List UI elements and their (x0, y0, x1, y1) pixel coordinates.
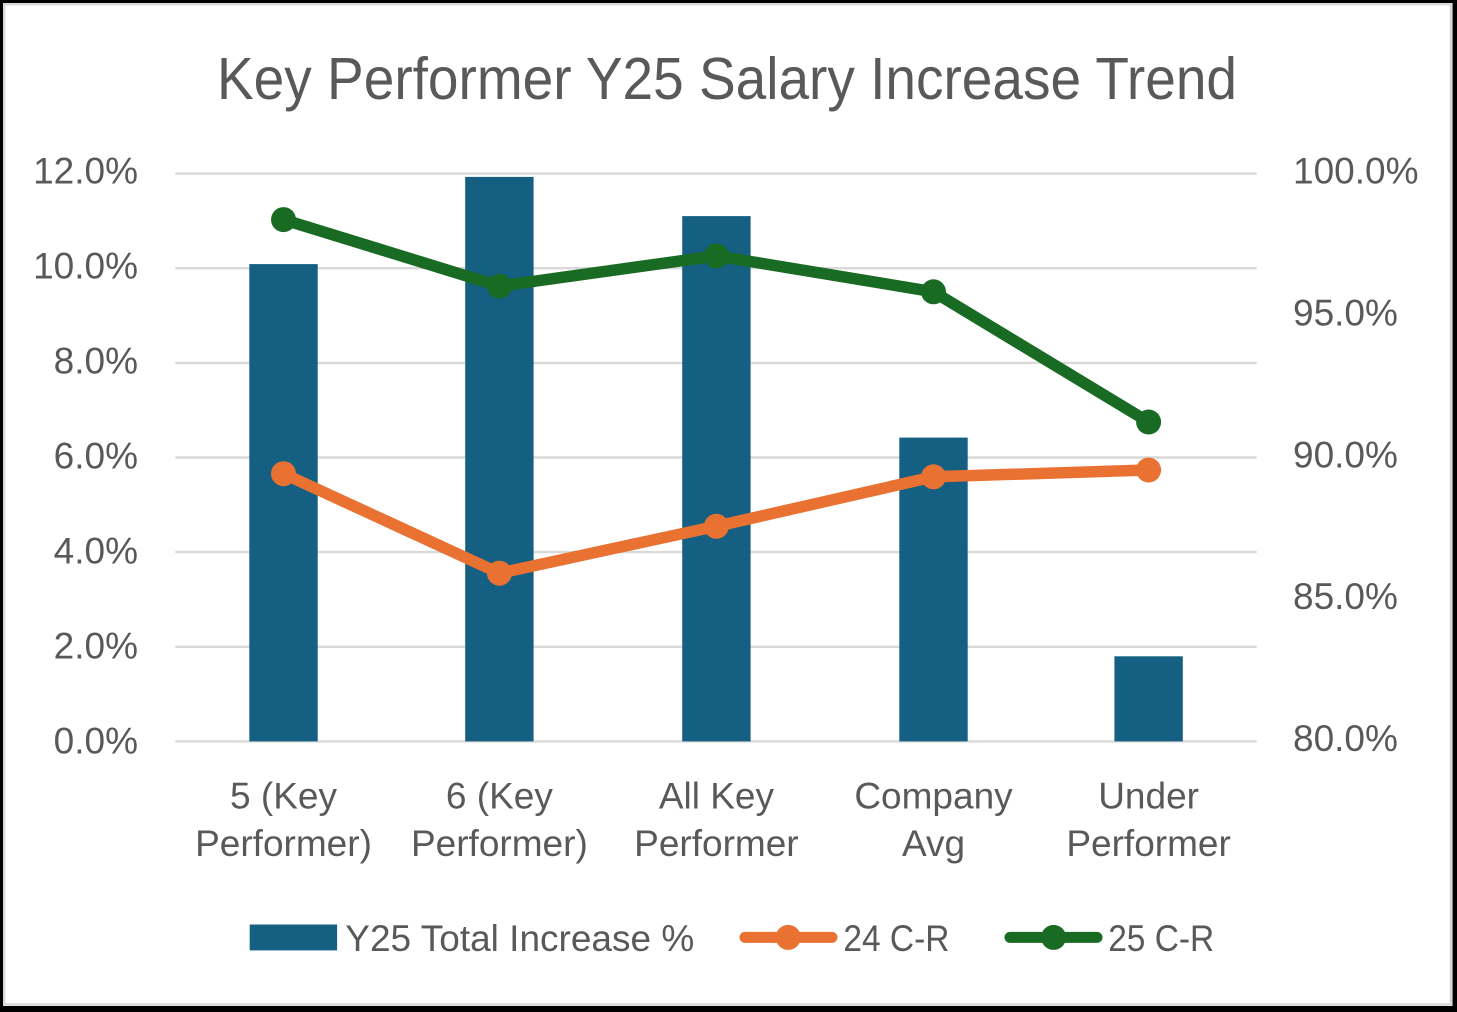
svg-text:0.0%: 0.0% (54, 720, 138, 761)
svg-text:24 C-R: 24 C-R (843, 918, 949, 959)
svg-text:6.0%: 6.0% (54, 435, 138, 476)
svg-text:5 (Key: 5 (Key (230, 776, 337, 817)
svg-text:2.0%: 2.0% (54, 625, 138, 666)
svg-text:25 C-R: 25 C-R (1108, 918, 1214, 959)
svg-text:Performer): Performer) (195, 823, 372, 864)
svg-text:Under: Under (1098, 776, 1199, 817)
svg-text:10.0%: 10.0% (33, 245, 138, 286)
svg-text:Performer: Performer (1066, 823, 1230, 864)
svg-text:Performer: Performer (634, 823, 798, 864)
svg-text:Key Performer Y25 Salary Incre: Key Performer Y25 Salary Increase Trend (217, 46, 1237, 112)
svg-text:All Key: All Key (659, 776, 775, 817)
svg-text:80.0%: 80.0% (1293, 718, 1398, 759)
svg-text:8.0%: 8.0% (54, 340, 138, 381)
svg-text:Performer): Performer) (411, 823, 588, 864)
svg-text:6 (Key: 6 (Key (446, 776, 553, 817)
svg-text:90.0%: 90.0% (1293, 434, 1398, 475)
svg-text:100.0%: 100.0% (1293, 150, 1419, 191)
svg-text:Y25 Total Increase %: Y25 Total Increase % (345, 918, 694, 959)
svg-text:85.0%: 85.0% (1293, 576, 1398, 617)
svg-text:4.0%: 4.0% (54, 530, 138, 571)
svg-text:Company: Company (854, 776, 1013, 817)
svg-text:Avg: Avg (902, 823, 965, 864)
svg-text:12.0%: 12.0% (33, 150, 138, 191)
svg-text:95.0%: 95.0% (1293, 292, 1398, 333)
